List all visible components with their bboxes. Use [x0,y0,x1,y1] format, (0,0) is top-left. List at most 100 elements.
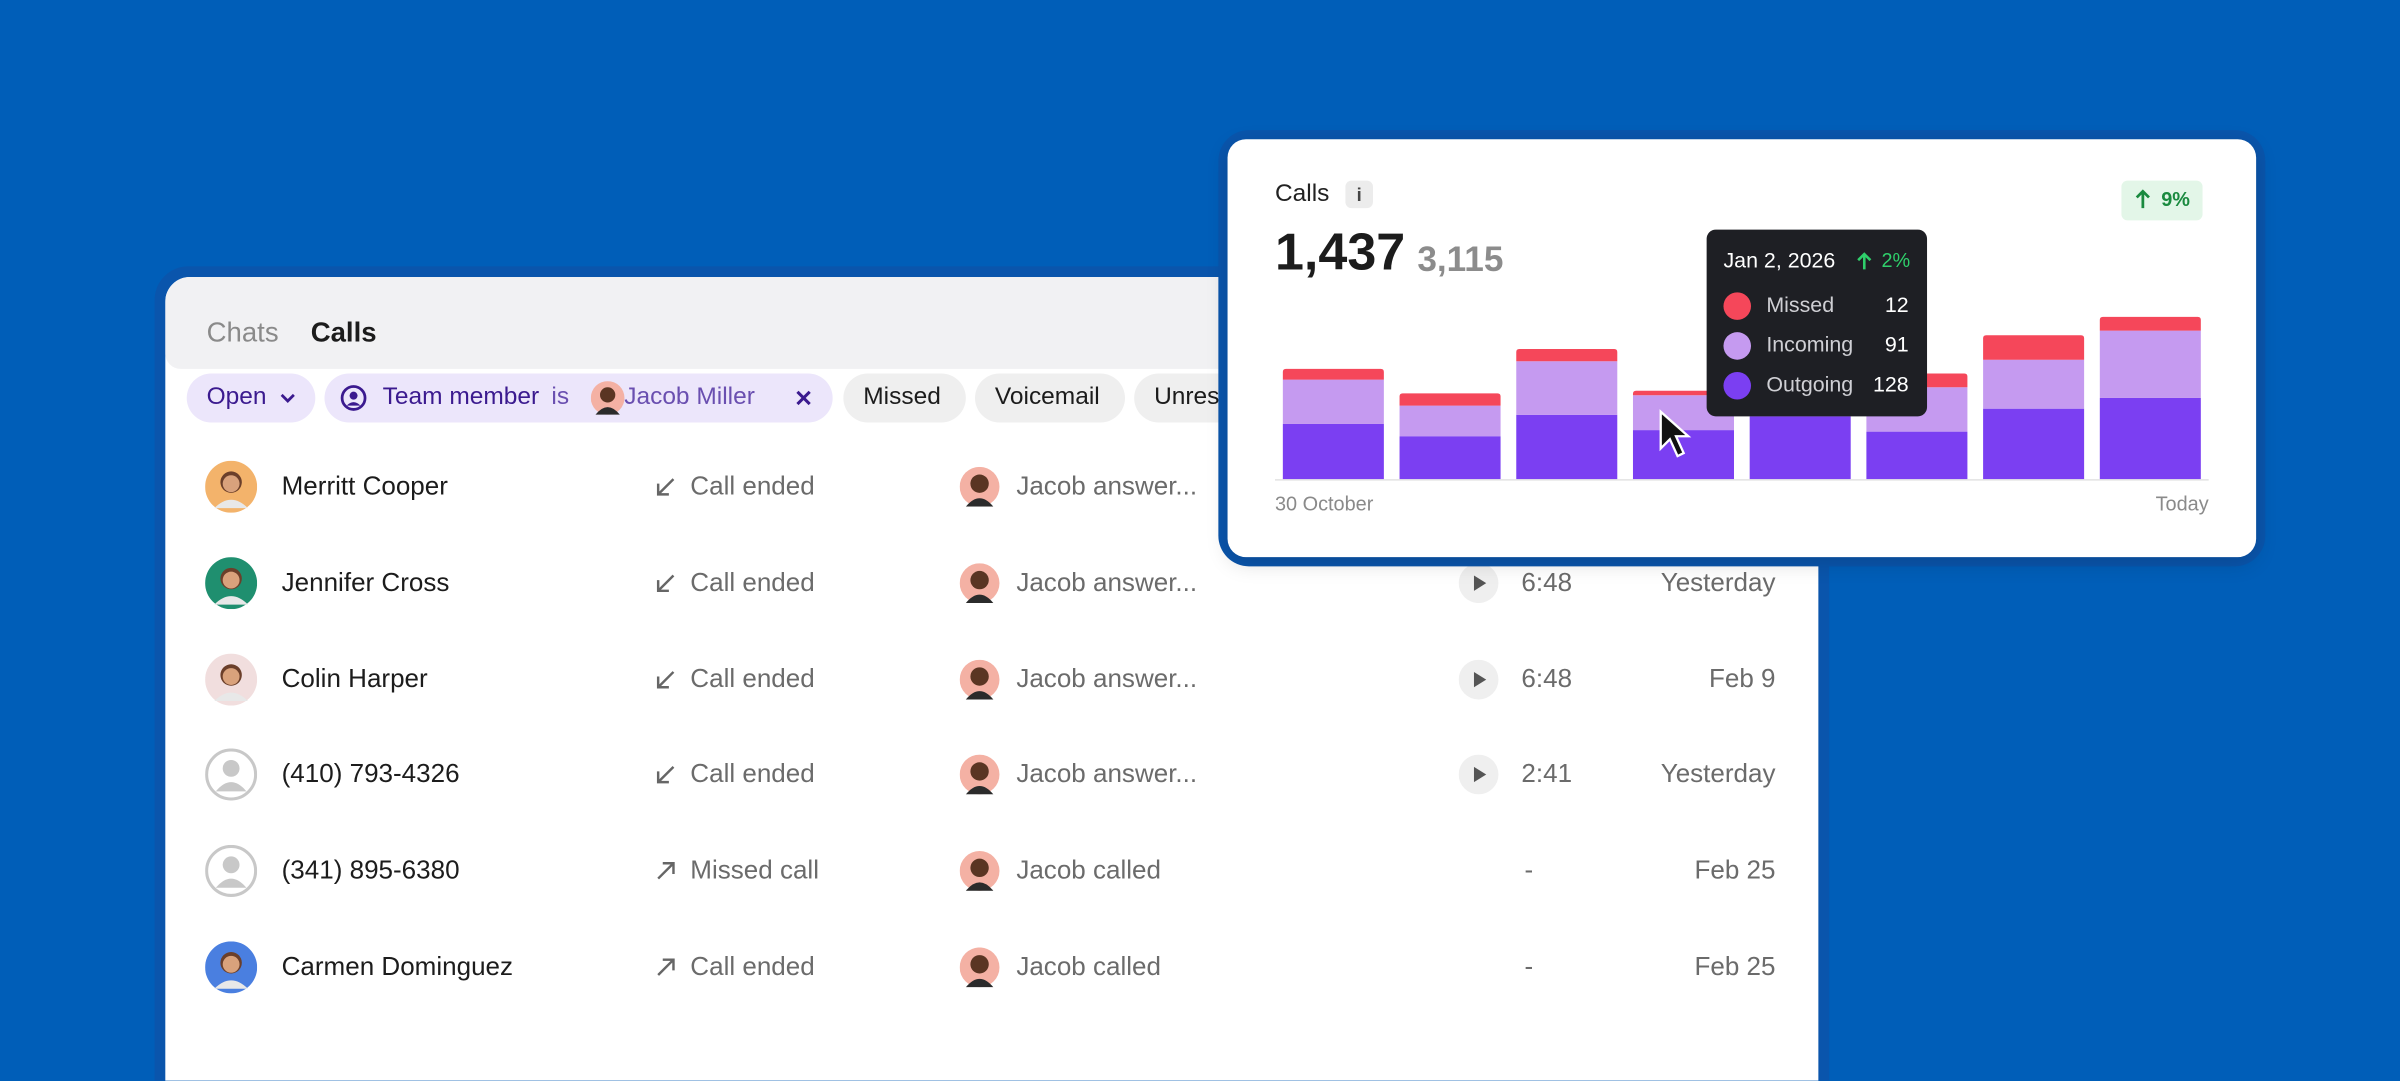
chart-title: Calls [1275,180,1329,207]
contact-avatar [205,749,258,802]
legend-dot [1723,371,1752,400]
direction-icon [656,766,675,784]
bar-segment [1516,414,1618,480]
call-status: Call ended [690,759,815,789]
agent-text: Jacob called [1016,855,1161,885]
filter-team[interactable]: Team member is Jacob Miller [324,373,833,423]
bar-segment [1632,430,1734,480]
call-status: Call ended [690,663,815,693]
bar-segment [2099,316,2201,331]
change-text: 9% [2161,189,2190,211]
bar-segment [1399,436,1501,480]
tooltip-up-arrow [1857,252,1872,270]
agent-avatar [959,947,1000,988]
tab[interactable]: Chats [206,316,279,348]
filter-chip[interactable]: Missed [843,373,966,423]
agent-avatar [959,659,1000,699]
tooltip-change: 2% [1881,250,1910,272]
filter-team-value: Jacob Miller [624,384,755,411]
contact-name[interactable]: (341) 895-6380 [281,855,460,885]
agent-avatar [959,562,1000,603]
bar-segment [2099,330,2201,398]
call-status: Missed call [690,855,820,885]
call-status: Call ended [690,567,815,597]
bar-segment [1399,393,1501,406]
legend-label: Missed [1766,293,1834,317]
person-circle-icon [340,385,367,411]
play-button[interactable] [1458,659,1499,699]
bar-segment [1282,423,1384,480]
bar-segment [1749,416,1851,480]
date: Feb 25 [1694,952,1776,982]
play-button[interactable] [1458,562,1499,603]
info-icon[interactable] [1345,180,1373,209]
call-status: Call ended [690,952,815,982]
chip-avatar [590,381,625,415]
direction-icon [657,862,675,880]
mouse-cursor [1659,409,1692,458]
filter-chip[interactable]: Voicemail [974,373,1125,423]
bar-segment [1983,408,2085,480]
legend-dot [1723,292,1752,320]
filter-team-label: Team member [382,384,540,411]
tooltip [1706,229,1928,417]
legend-label: Incoming [1766,333,1853,357]
chart-card: Calls i 1,437 3,115 9% 30 October Today Ja… [1227,139,2257,558]
bar-segment [1282,368,1384,380]
play-button[interactable] [1458,755,1499,795]
duration: 6:48 [1521,567,1573,597]
agent-text: Jacob answer... [1016,567,1198,597]
contact-name[interactable]: Merritt Cooper [281,471,448,501]
contact-avatar [205,556,258,609]
agent-text: Jacob called [1016,952,1161,982]
agent-avatar [959,755,1000,795]
direction-icon [656,574,675,592]
filter-open[interactable]: Open [186,373,316,423]
direction-icon [657,958,675,976]
contact-name[interactable]: (410) 793-4326 [281,759,460,789]
direction-icon [656,478,675,496]
bar-segment [1866,431,1968,480]
info-glyph: i [1357,184,1362,205]
tooltip-value: 91 [1885,333,1909,357]
contact-avatar [205,652,258,705]
bar-segment [2099,397,2201,480]
agent-text: Jacob answer... [1016,471,1198,501]
date: Feb 9 [1708,663,1776,693]
agent-avatar [959,851,1000,892]
x-tick-label: 30 October [1275,493,1374,515]
bar-segment [1399,405,1501,437]
legend-label: Outgoing [1766,372,1853,396]
date: Yesterday [1660,567,1776,597]
chevron [280,393,295,403]
date: Feb 25 [1694,855,1776,885]
call-status: Call ended [690,471,815,501]
secondary-value: 3,115 [1417,240,1503,279]
total-value: 1,437 [1275,223,1405,281]
duration: - [1524,952,1534,982]
up-arrow [2135,189,2150,209]
legend-dot [1723,332,1752,360]
contact-avatar [205,941,258,994]
agent-avatar [959,466,1000,507]
contact-name[interactable]: Carmen Dominguez [281,952,514,982]
contact-name[interactable]: Jennifer Cross [281,567,450,597]
direction-icon [656,670,675,688]
contact-avatar [205,460,258,513]
remove-icon [796,390,811,406]
filter-team-op: is [551,384,570,411]
bar-segment [1983,335,2085,360]
duration: 6:48 [1521,663,1573,693]
filter-open-label: Open [206,384,267,411]
contact-name[interactable]: Colin Harper [281,663,428,693]
contact-avatar [205,845,258,898]
duration: 2:41 [1521,759,1573,789]
tab-active[interactable]: Calls [310,316,377,348]
chart: Calls i 1,437 3,115 9% 30 October Today Ja… [1274,180,2209,515]
tooltip-title: Jan 2, 2026 [1723,248,1835,272]
bar-segment [1516,361,1618,415]
tooltip-value: 128 [1873,372,1909,396]
filter-chip-label: Missed [863,384,941,411]
